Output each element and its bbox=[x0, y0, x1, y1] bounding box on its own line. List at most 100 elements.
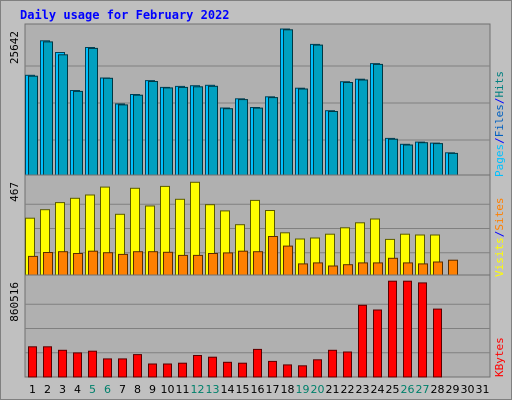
files-bar-day-12 bbox=[193, 86, 203, 178]
files-bar-day-22 bbox=[343, 82, 353, 178]
sites-bar-day-17 bbox=[268, 236, 278, 278]
x-tick-day-20: 20 bbox=[311, 383, 325, 396]
x-tick-day-14: 14 bbox=[221, 383, 235, 396]
panel-legend: Visits/Sites bbox=[493, 198, 506, 278]
sites-bar-day-10 bbox=[163, 251, 173, 278]
sites-bar-day-4 bbox=[73, 253, 83, 278]
kb-bar-day-1 bbox=[28, 346, 37, 378]
x-tick-day-1: 1 bbox=[29, 383, 36, 396]
kb-bar-day-9 bbox=[148, 363, 157, 378]
kb-bar-day-5 bbox=[88, 350, 97, 378]
files-bar-day-9 bbox=[148, 81, 158, 178]
files-bar-day-1 bbox=[28, 75, 38, 178]
files-bar-day-18 bbox=[283, 29, 293, 178]
files-bar-day-2 bbox=[43, 41, 53, 178]
chart-title: Daily usage for February 2022 bbox=[20, 8, 230, 22]
sites-bar-day-29 bbox=[448, 259, 458, 278]
sites-bar-day-16 bbox=[253, 251, 263, 278]
x-tick-day-11: 11 bbox=[176, 383, 190, 396]
files-bar-day-17 bbox=[268, 97, 278, 178]
files-bar-day-25 bbox=[388, 138, 398, 178]
sites-bar-day-11 bbox=[178, 254, 188, 278]
kb-bar-day-6 bbox=[103, 358, 112, 378]
files-bar-day-13 bbox=[208, 85, 218, 178]
files-bar-day-4 bbox=[73, 90, 83, 178]
kb-bar-day-22 bbox=[343, 351, 352, 378]
files-bar-day-26 bbox=[403, 144, 413, 178]
kb-bar-day-10 bbox=[163, 363, 172, 378]
files-bar-day-24 bbox=[373, 63, 383, 178]
x-tick-day-28: 28 bbox=[431, 383, 445, 396]
kb-bar-day-7 bbox=[118, 358, 127, 378]
panel-legend: Pages/Files/Hits bbox=[493, 71, 506, 177]
x-tick-day-13: 13 bbox=[206, 383, 220, 396]
kb-bar-day-23 bbox=[358, 304, 367, 378]
sites-bar-day-6 bbox=[103, 252, 113, 278]
legend-entry: Sites bbox=[493, 198, 506, 231]
x-tick-day-3: 3 bbox=[59, 383, 66, 396]
kb-bar-day-16 bbox=[253, 348, 262, 378]
sites-bar-day-14 bbox=[223, 252, 233, 278]
files-bar-day-5 bbox=[88, 47, 98, 178]
kb-bar-day-3 bbox=[58, 349, 67, 378]
sites-bar-day-3 bbox=[58, 251, 68, 278]
x-tick-day-27: 27 bbox=[416, 383, 430, 396]
files-bar-day-3 bbox=[58, 54, 68, 178]
kb-bar-day-2 bbox=[43, 346, 52, 378]
x-tick-labels: 1 2 3 4 5 6 7 8 9 10 11 12 13 14 15 16 17 18 19 20 21 22 23 24 2… bbox=[29, 383, 490, 396]
files-bar-day-19 bbox=[298, 88, 308, 178]
x-tick-day-29: 29 bbox=[446, 383, 460, 396]
x-tick-day-25: 25 bbox=[386, 383, 400, 396]
kb-bar-day-11 bbox=[178, 362, 187, 378]
sites-bar-day-9 bbox=[148, 251, 158, 278]
kb-bar-day-20 bbox=[313, 359, 322, 378]
files-bar-day-8 bbox=[133, 94, 143, 178]
x-tick-day-22: 22 bbox=[341, 383, 355, 396]
sites-bar-day-18 bbox=[283, 245, 293, 278]
y-max-label: 860516 bbox=[8, 282, 21, 322]
kb-bar-day-18 bbox=[283, 364, 292, 378]
kb-bar-day-14 bbox=[223, 361, 232, 378]
files-bar-day-10 bbox=[163, 87, 173, 178]
sites-bar-day-13 bbox=[208, 253, 218, 278]
x-tick-day-26: 26 bbox=[401, 383, 415, 396]
sites-bar-day-12 bbox=[193, 254, 203, 278]
sites-bar-day-15 bbox=[238, 250, 248, 278]
panel-legend: KBytes bbox=[493, 337, 506, 377]
x-tick-day-21: 21 bbox=[326, 383, 340, 396]
files-bar-day-21 bbox=[328, 111, 338, 178]
files-bar-day-7 bbox=[118, 104, 128, 178]
sites-bar-day-5 bbox=[88, 250, 98, 278]
kb-bar-day-4 bbox=[73, 352, 82, 378]
x-tick-day-16: 16 bbox=[251, 383, 265, 396]
kb-bar-day-12 bbox=[193, 355, 202, 378]
x-tick-day-15: 15 bbox=[236, 383, 250, 396]
kb-bar-day-21 bbox=[328, 349, 337, 378]
x-tick-day-24: 24 bbox=[371, 383, 385, 396]
files-bar-day-6 bbox=[103, 77, 113, 178]
kb-bar-day-27 bbox=[418, 282, 427, 378]
files-bar-day-11 bbox=[178, 86, 188, 178]
x-tick-day-9: 9 bbox=[149, 383, 156, 396]
panel-3: 860516 KBytes bbox=[8, 274, 506, 378]
x-tick-day-6: 6 bbox=[104, 383, 111, 396]
files-bar-day-28 bbox=[433, 143, 443, 178]
sites-bar-day-7 bbox=[118, 253, 128, 278]
legend-entry: / bbox=[493, 231, 506, 238]
x-tick-day-4: 4 bbox=[74, 383, 81, 396]
y-max-label: 467 bbox=[8, 182, 21, 202]
kb-bar-day-25 bbox=[388, 280, 397, 378]
legend-entry: Visits bbox=[493, 237, 506, 277]
x-tick-day-2: 2 bbox=[44, 383, 51, 396]
kb-bar-day-26 bbox=[403, 280, 412, 378]
kb-bar-day-8 bbox=[133, 354, 142, 378]
legend-entry: KBytes bbox=[493, 337, 506, 377]
kb-bar-day-17 bbox=[268, 360, 277, 378]
x-tick-day-12: 12 bbox=[191, 383, 205, 396]
legend-entry: / bbox=[493, 98, 506, 105]
legend-entry: Files bbox=[493, 104, 506, 137]
files-bar-day-29 bbox=[448, 152, 458, 178]
x-tick-day-30: 30 bbox=[461, 383, 475, 396]
